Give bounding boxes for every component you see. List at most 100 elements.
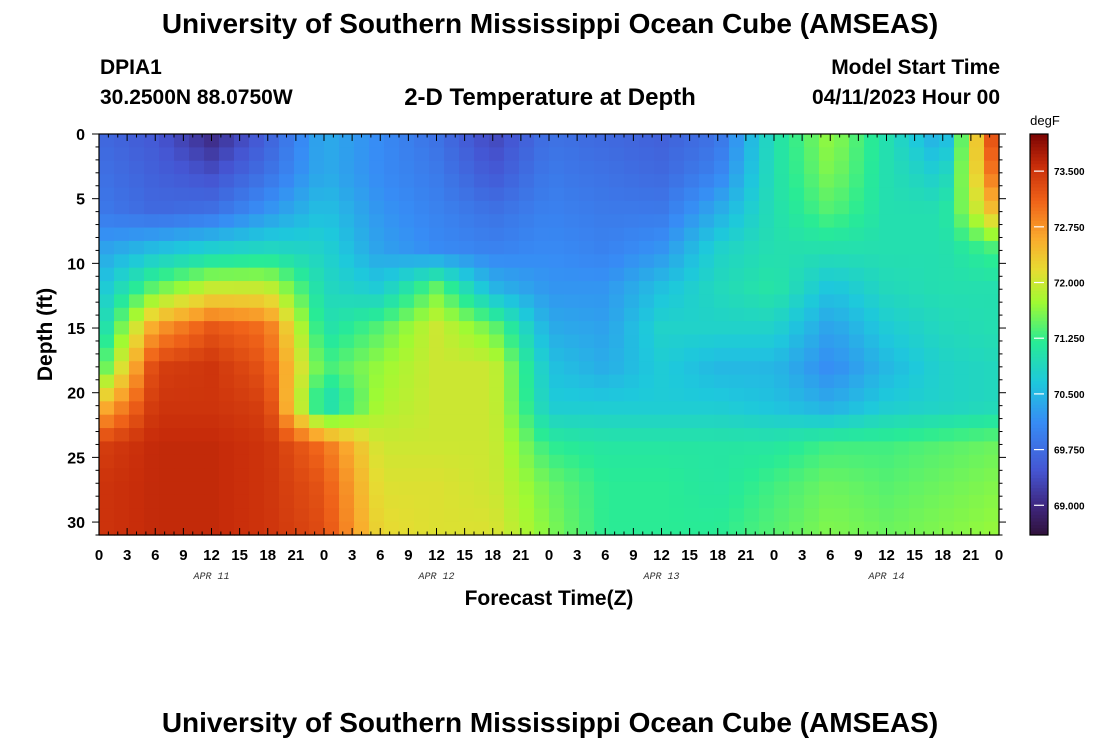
- heatmap-cell: [894, 347, 910, 362]
- x-tick-label: 18: [709, 547, 726, 564]
- colorbar-segment: [1030, 424, 1048, 429]
- heatmap-cell: [264, 227, 280, 242]
- heatmap-cell: [309, 468, 325, 483]
- heatmap-cell: [534, 428, 550, 443]
- heatmap-cell: [909, 454, 925, 469]
- heatmap-cell: [789, 214, 805, 229]
- heatmap-cell: [144, 254, 160, 269]
- colorbar-segment: [1030, 357, 1048, 362]
- heatmap-cell: [564, 387, 580, 402]
- heatmap-cell: [819, 227, 835, 242]
- heatmap-cell: [759, 294, 775, 309]
- heatmap-cell: [249, 401, 265, 416]
- heatmap-cell: [429, 468, 445, 483]
- heatmap-cell: [714, 454, 730, 469]
- heatmap-cell: [969, 147, 985, 162]
- heatmap-cell: [699, 481, 715, 496]
- heatmap-cell: [984, 347, 1000, 362]
- heatmap-cell: [549, 334, 565, 349]
- heatmap-cell: [924, 481, 940, 496]
- heatmap-cell: [249, 521, 265, 536]
- heatmap-cell: [99, 361, 115, 376]
- heatmap-cell: [234, 441, 250, 456]
- heatmap-cell: [309, 387, 325, 402]
- heatmap-cell: [474, 281, 490, 295]
- heatmap-cell: [819, 321, 835, 336]
- heatmap-cell: [909, 481, 925, 496]
- heatmap-cell: [444, 481, 460, 496]
- heatmap-cell: [609, 307, 625, 322]
- heatmap-cell: [879, 387, 895, 402]
- heatmap-cell: [459, 240, 475, 255]
- heatmap-cell: [534, 281, 550, 295]
- colorbar-segment: [1030, 214, 1048, 219]
- heatmap-cell: [714, 200, 730, 215]
- heatmap-cell: [654, 481, 670, 496]
- heatmap-cell: [129, 240, 145, 255]
- heatmap-cell: [939, 200, 955, 215]
- heatmap-cell: [429, 414, 445, 429]
- heatmap-cell: [384, 374, 400, 389]
- heatmap-cell: [309, 441, 325, 456]
- heatmap-cell: [114, 174, 130, 189]
- colorbar-segment: [1030, 501, 1048, 506]
- heatmap-cell: [444, 227, 460, 242]
- heatmap-cell: [789, 254, 805, 269]
- heatmap-cell: [504, 468, 520, 483]
- heatmap-cell: [204, 494, 220, 509]
- heatmap-cell: [849, 134, 865, 148]
- heatmap-cell: [474, 187, 490, 202]
- heatmap-cell: [294, 428, 310, 443]
- heatmap-cell: [309, 134, 325, 148]
- colorbar-segment: [1030, 140, 1048, 145]
- heatmap-cell: [129, 214, 145, 229]
- heatmap-cell: [549, 147, 565, 162]
- heatmap-cell: [669, 361, 685, 376]
- heatmap-cell: [249, 454, 265, 469]
- heatmap-cell: [99, 387, 115, 402]
- heatmap-cell: [639, 214, 655, 229]
- heatmap-cell: [834, 281, 850, 295]
- heatmap-cell: [474, 294, 490, 309]
- heatmap-cell: [804, 267, 820, 282]
- heatmap-cell: [864, 254, 880, 269]
- heatmap-cell: [969, 441, 985, 456]
- heatmap-cell: [459, 294, 475, 309]
- colorbar-segment: [1030, 250, 1048, 255]
- heatmap-cell: [789, 174, 805, 189]
- colorbar-segment: [1030, 397, 1048, 402]
- heatmap-cell: [564, 334, 580, 349]
- heatmap-cell: [759, 174, 775, 189]
- heatmap-cell: [624, 374, 640, 389]
- heatmap-cell: [939, 160, 955, 175]
- heatmap-cell: [444, 374, 460, 389]
- heatmap-cell: [984, 134, 1000, 148]
- heatmap-cell: [339, 481, 355, 496]
- heatmap-cell: [834, 187, 850, 202]
- heatmap-cell: [624, 401, 640, 416]
- heatmap-cell: [174, 321, 190, 336]
- heatmap-cell: [834, 414, 850, 429]
- heatmap-cell: [804, 321, 820, 336]
- heatmap-cell: [579, 521, 595, 536]
- heatmap-cell: [684, 347, 700, 362]
- heatmap-cell: [99, 254, 115, 269]
- heatmap-cell: [294, 494, 310, 509]
- heatmap-cell: [909, 134, 925, 148]
- heatmap-cell: [159, 481, 175, 496]
- heatmap-cell: [819, 481, 835, 496]
- heatmap-cell: [969, 281, 985, 295]
- heatmap-cell: [684, 521, 700, 536]
- heatmap-cell: [564, 441, 580, 456]
- heatmap-cell: [759, 281, 775, 295]
- x-tick-label: 21: [738, 547, 755, 564]
- heatmap-cell: [369, 428, 385, 443]
- heatmap-cell: [114, 454, 130, 469]
- heatmap-cell: [699, 347, 715, 362]
- heatmap-cell: [474, 481, 490, 496]
- heatmap-cell: [909, 494, 925, 509]
- heatmap-cell: [129, 200, 145, 215]
- heatmap-cell: [504, 214, 520, 229]
- heatmap-cell: [129, 374, 145, 389]
- heatmap-cell: [189, 254, 205, 269]
